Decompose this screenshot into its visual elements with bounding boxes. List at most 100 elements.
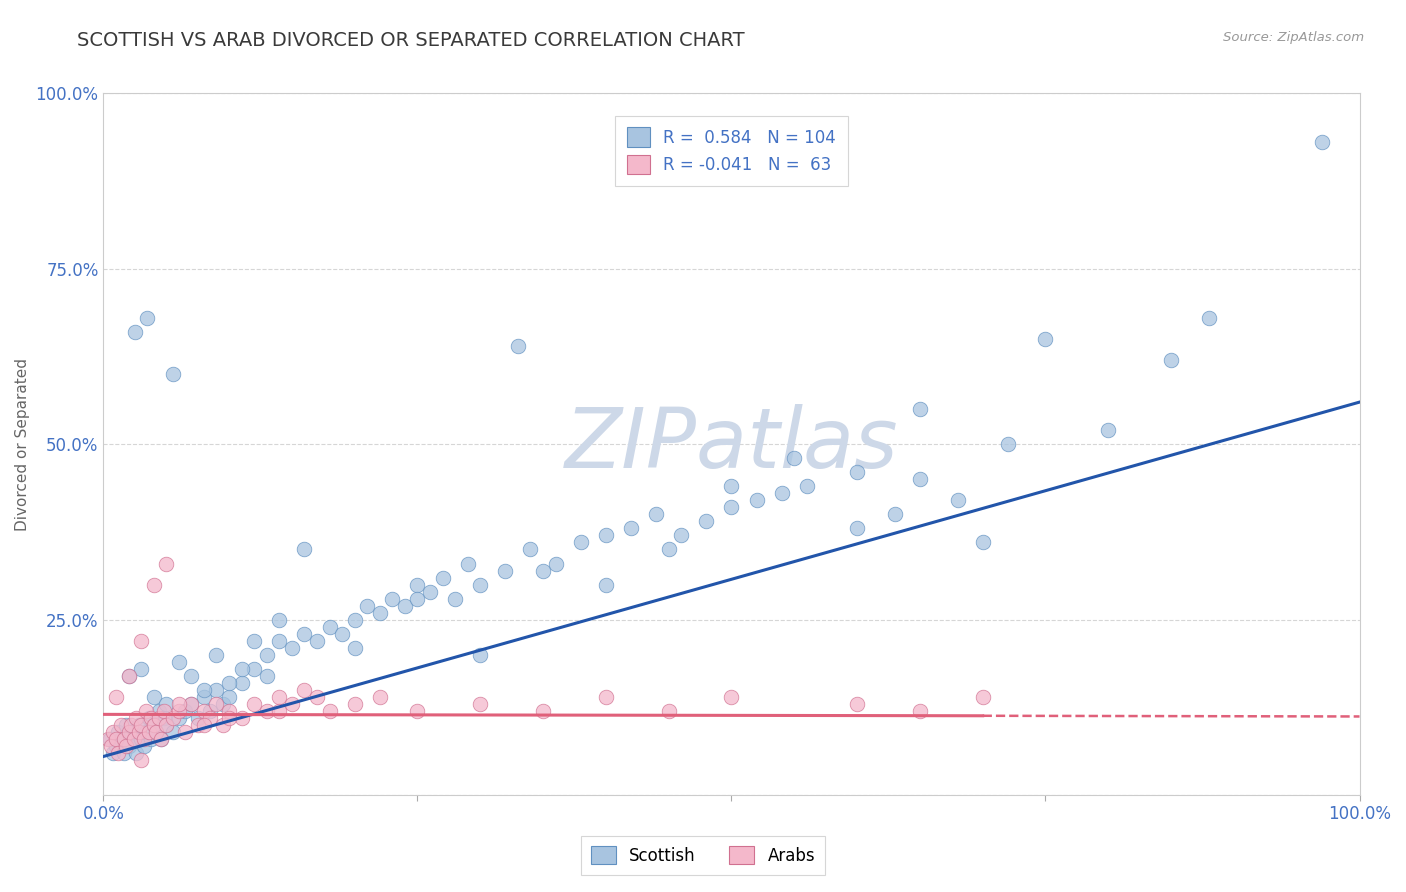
Point — [231, 711, 253, 725]
Point — [243, 662, 266, 676]
Point — [305, 633, 328, 648]
Point — [1198, 310, 1220, 325]
Point — [231, 662, 253, 676]
Point — [218, 711, 240, 725]
Point — [218, 704, 240, 718]
Point — [98, 731, 121, 746]
Point — [180, 697, 202, 711]
Point — [117, 739, 139, 753]
Point — [595, 690, 617, 704]
Point — [162, 725, 184, 739]
Point — [107, 746, 129, 760]
Point — [193, 704, 215, 718]
Point — [218, 675, 240, 690]
Point — [129, 633, 152, 648]
Point — [112, 731, 135, 746]
Point — [132, 739, 155, 753]
Point — [103, 746, 125, 760]
Point — [745, 493, 768, 508]
Point — [155, 697, 177, 711]
Point — [155, 718, 177, 732]
Point — [135, 725, 157, 739]
Point — [343, 613, 366, 627]
Point — [205, 697, 228, 711]
Point — [256, 648, 278, 662]
Point — [129, 753, 152, 767]
Point — [243, 633, 266, 648]
Point — [145, 725, 167, 739]
Point — [198, 704, 221, 718]
Point — [167, 704, 190, 718]
Point — [138, 725, 160, 739]
Point — [112, 746, 135, 760]
Y-axis label: Divorced or Separated: Divorced or Separated — [15, 358, 30, 531]
Point — [269, 704, 291, 718]
Point — [128, 718, 150, 732]
Point — [174, 725, 197, 739]
Point — [120, 718, 142, 732]
Point — [720, 690, 742, 704]
Point — [883, 508, 905, 522]
Point — [997, 437, 1019, 451]
Point — [104, 690, 127, 704]
Point — [318, 704, 340, 718]
Point — [122, 731, 145, 746]
Point — [115, 739, 138, 753]
Point — [150, 731, 173, 746]
Point — [269, 633, 291, 648]
Point — [620, 521, 643, 535]
Point — [142, 718, 165, 732]
Point — [162, 711, 184, 725]
Point — [155, 718, 177, 732]
Point — [107, 725, 129, 739]
Point — [180, 697, 202, 711]
Point — [125, 746, 148, 760]
Point — [180, 669, 202, 683]
Legend: R =  0.584   N = 104, R = -0.041   N =  63: R = 0.584 N = 104, R = -0.041 N = 63 — [614, 116, 848, 186]
Point — [595, 528, 617, 542]
Point — [269, 613, 291, 627]
Point — [419, 584, 441, 599]
Point — [1310, 136, 1333, 150]
Point — [972, 690, 994, 704]
Point — [695, 515, 717, 529]
Point — [103, 725, 125, 739]
Point — [138, 711, 160, 725]
Point — [394, 599, 416, 613]
Text: ZIPatlas: ZIPatlas — [565, 404, 898, 484]
Point — [908, 472, 931, 486]
Point — [141, 711, 163, 725]
Point — [531, 564, 554, 578]
Point — [198, 711, 221, 725]
Point — [531, 704, 554, 718]
Point — [152, 711, 174, 725]
Point — [305, 690, 328, 704]
Point — [356, 599, 378, 613]
Point — [406, 591, 429, 606]
Point — [671, 528, 693, 542]
Text: SCOTTISH VS ARAB DIVORCED OR SEPARATED CORRELATION CHART: SCOTTISH VS ARAB DIVORCED OR SEPARATED C… — [77, 31, 745, 50]
Point — [506, 339, 529, 353]
Legend: Scottish, Arabs: Scottish, Arabs — [581, 836, 825, 875]
Point — [155, 557, 177, 571]
Point — [406, 577, 429, 591]
Point — [658, 542, 681, 557]
Point — [104, 739, 127, 753]
Point — [218, 690, 240, 704]
Point — [167, 697, 190, 711]
Point — [110, 731, 132, 746]
Point — [256, 669, 278, 683]
Point — [381, 591, 404, 606]
Point — [569, 535, 592, 549]
Point — [494, 564, 516, 578]
Point — [269, 690, 291, 704]
Point — [292, 626, 315, 640]
Point — [281, 640, 304, 655]
Point — [142, 577, 165, 591]
Point — [343, 640, 366, 655]
Point — [193, 718, 215, 732]
Point — [1035, 332, 1057, 346]
Point — [142, 718, 165, 732]
Point — [187, 711, 209, 725]
Point — [595, 577, 617, 591]
